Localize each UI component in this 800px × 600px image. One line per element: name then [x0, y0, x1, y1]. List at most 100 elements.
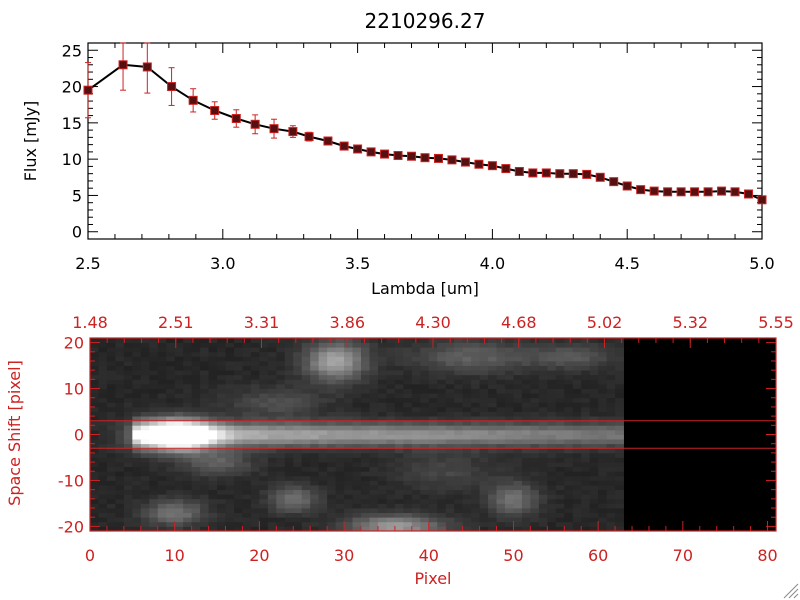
image-cell	[242, 480, 252, 486]
image-cell	[538, 475, 548, 481]
image-cell	[403, 452, 413, 458]
image-cell	[140, 457, 150, 463]
image-cell	[564, 360, 574, 366]
image-cell	[132, 526, 142, 532]
image-cell	[394, 489, 404, 495]
image-cell	[504, 434, 514, 440]
image-cell	[445, 425, 455, 431]
image-cell	[377, 338, 387, 343]
image-cell	[301, 429, 311, 435]
image-cell	[589, 517, 599, 523]
image-cell	[504, 397, 514, 403]
image-cell	[183, 517, 193, 523]
image-cell	[132, 498, 142, 504]
image-cell	[369, 452, 379, 458]
image-cell	[293, 429, 303, 435]
image-cell	[521, 411, 531, 417]
image-cell	[462, 498, 472, 504]
image-cell	[513, 360, 523, 366]
image-cell	[208, 503, 218, 509]
image-cell	[504, 420, 514, 426]
image-cell	[293, 485, 303, 491]
image-cell	[521, 393, 531, 399]
image-cell	[132, 448, 142, 454]
image-cell	[115, 402, 125, 408]
image-cell	[115, 388, 125, 394]
image-cell	[132, 485, 142, 491]
image-cell	[361, 356, 370, 362]
image-cell	[572, 425, 582, 431]
image-cell	[462, 457, 472, 463]
image-cell	[488, 498, 497, 504]
image-cell	[352, 351, 362, 357]
image-cell	[538, 466, 548, 472]
image-cell	[521, 517, 531, 523]
image-cell	[428, 471, 438, 477]
image-cell	[471, 508, 480, 514]
image-cell	[200, 471, 209, 477]
image-cell	[538, 416, 548, 422]
image-cell	[589, 443, 599, 449]
image-cell	[90, 393, 99, 399]
image-cell	[437, 370, 447, 376]
image-cell	[394, 416, 404, 422]
image-cell	[191, 393, 201, 399]
image-cell	[454, 420, 464, 426]
image-cell	[555, 466, 565, 472]
image-cell	[140, 406, 150, 412]
image-cell	[462, 420, 472, 426]
image-cell	[471, 489, 480, 495]
image-cell	[335, 526, 345, 532]
image-cell	[598, 462, 608, 468]
image-cell	[572, 351, 582, 357]
image-cell	[166, 370, 176, 376]
spectrum-image	[90, 338, 776, 532]
image-cell	[140, 429, 150, 435]
image-cell	[555, 402, 565, 408]
image-cell	[513, 351, 523, 357]
image-cell	[344, 429, 353, 435]
image-cell	[504, 471, 514, 477]
image-cell	[123, 411, 133, 417]
image-cell	[352, 494, 362, 500]
image-cell	[233, 526, 243, 532]
image-cell	[149, 443, 159, 449]
data-point	[676, 187, 686, 197]
image-cell	[318, 383, 328, 389]
image-cell	[123, 480, 133, 486]
image-cell	[166, 466, 176, 472]
image-cell	[454, 503, 464, 509]
image-cell	[242, 406, 252, 412]
image-cell	[132, 425, 142, 431]
image-cell	[344, 521, 353, 527]
image-cell	[200, 379, 209, 385]
image-cell	[250, 338, 260, 343]
image-cell	[589, 521, 599, 527]
image-cell	[369, 347, 379, 353]
image-cell	[572, 365, 582, 371]
image-cell	[589, 462, 599, 468]
image-cell	[166, 397, 176, 403]
image-cell	[471, 485, 480, 491]
resize-grip-icon[interactable]	[783, 583, 799, 599]
image-cell	[157, 526, 167, 532]
image-cell	[454, 393, 464, 399]
image-cell	[598, 406, 608, 412]
image-cell	[276, 360, 286, 366]
image-cell	[352, 526, 362, 532]
image-cell	[208, 462, 218, 468]
image-cell	[598, 434, 608, 440]
image-cell	[183, 494, 193, 500]
image-cell	[513, 411, 523, 417]
image-cell	[555, 379, 565, 385]
image-cell	[123, 439, 133, 445]
image-cell	[598, 508, 608, 514]
image-cell	[149, 503, 159, 509]
image-cell	[301, 420, 311, 426]
image-cell	[183, 397, 193, 403]
image-cell	[132, 462, 142, 468]
image-cell	[361, 526, 370, 532]
image-cell	[149, 498, 159, 504]
image-cell	[504, 494, 514, 500]
image-cell	[106, 347, 116, 353]
